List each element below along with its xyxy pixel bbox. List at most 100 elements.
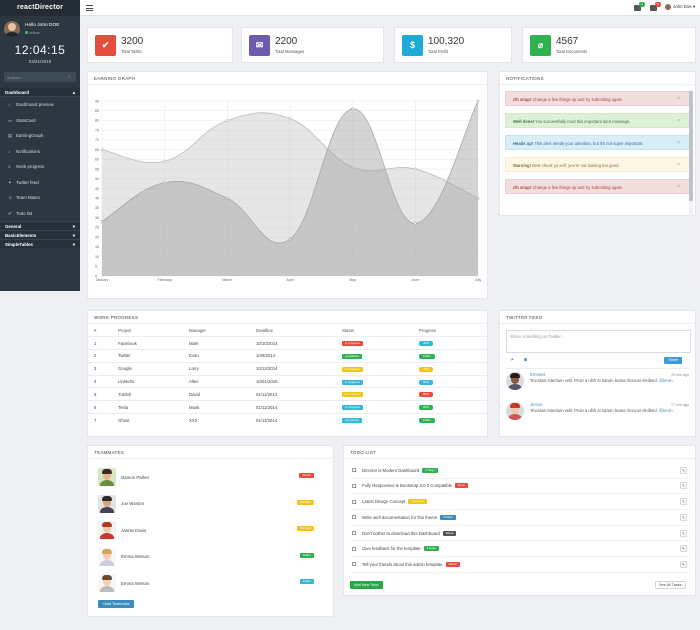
brand-logo[interactable]: reactDirector: [0, 0, 80, 16]
edit-icon[interactable]: ✎: [680, 560, 687, 568]
cell-project: Twitter: [112, 349, 183, 363]
search-input[interactable]: [7, 74, 68, 80]
camera-icon[interactable]: ◙: [524, 357, 528, 363]
col-header-id: #: [94, 327, 97, 333]
sidebar-item-dashboard-preview[interactable]: ⌂ Dashboard preview: [0, 97, 80, 113]
tweet-author[interactable]: Emmett: [530, 372, 545, 377]
sidebar-item-notifications[interactable]: ♪ Notifications: [0, 144, 80, 160]
progress-badge: 100%: [419, 353, 435, 359]
alert-text: You successfully read this important ale…: [534, 119, 631, 124]
bell-icon: ♪: [8, 148, 11, 154]
todo-text: Fully Responsive & Bootstrap 3.0.2 Compa…: [362, 483, 453, 489]
close-icon[interactable]: ×: [677, 184, 680, 190]
cell-id: 6: [88, 400, 112, 414]
avatar[interactable]: [506, 402, 524, 420]
avatar[interactable]: [98, 521, 116, 539]
avatar[interactable]: [98, 468, 116, 486]
tweet-mention[interactable]: @kevin: [658, 378, 673, 383]
todo-checkbox[interactable]: [352, 515, 356, 520]
scrollbar-thumb[interactable]: [689, 91, 693, 201]
y-tick-label: 55: [95, 167, 99, 171]
tweet-mention[interactable]: @kevin: [658, 408, 673, 413]
tweet-author[interactable]: Jennie: [530, 402, 543, 407]
avatar[interactable]: [98, 547, 116, 566]
todo-checkbox[interactable]: [352, 499, 356, 504]
alert-text: Best check yo self, you're not looking t…: [531, 163, 620, 168]
nav-section-dashboard[interactable]: Dashboard ▴: [0, 88, 80, 97]
close-icon[interactable]: ×: [677, 140, 680, 146]
nav-group-simpletables[interactable]: SimpleTables ▾: [0, 239, 80, 248]
panel-title: TEAMMATES: [88, 446, 333, 459]
cell-progress: 75%: [413, 361, 487, 376]
chevron-up-icon: ▴: [72, 90, 75, 95]
edit-icon[interactable]: ✎: [680, 513, 687, 521]
mail-icon[interactable]: 4: [634, 2, 645, 11]
close-icon[interactable]: ×: [677, 162, 680, 168]
nav-group-basicelements[interactable]: BasicElements ▾: [0, 230, 80, 239]
y-tick-label: 20: [95, 235, 99, 239]
sidebar-item-statscard[interactable]: ▭ StatsCard: [0, 113, 80, 129]
tweet-textarea[interactable]: Share something on Twitter...: [506, 330, 691, 353]
edit-icon[interactable]: ✎: [680, 466, 687, 474]
edit-icon[interactable]: ✎: [680, 545, 687, 553]
stat-card-profit: $ 100,320 Total Profit: [394, 27, 512, 63]
teammate-name[interactable]: Jannie Davis: [121, 527, 147, 533]
add-todo-button[interactable]: Add New Todo: [350, 581, 383, 589]
y-tick-label: 5: [95, 265, 97, 269]
close-icon[interactable]: ×: [677, 118, 680, 124]
edit-icon[interactable]: ✎: [680, 498, 687, 506]
todo-checkbox[interactable]: [352, 562, 356, 567]
series-area-0: [102, 112, 478, 276]
teammate-name[interactable]: Joe Waston: [121, 501, 145, 506]
edit-icon[interactable]: ✎: [680, 482, 687, 490]
search-icon[interactable]: ⌕: [68, 73, 71, 80]
envelope-icon: ✉: [249, 34, 270, 56]
todo-checkbox[interactable]: [352, 468, 356, 473]
edit-icon[interactable]: ✎: [680, 529, 687, 537]
cell-progress: 95%: [413, 400, 487, 414]
sidebar-item-work-progress[interactable]: ≡ Work progress: [0, 159, 80, 175]
see-all-tasks-button[interactable]: See All Tasks: [655, 581, 686, 589]
todo-checkbox[interactable]: [352, 546, 356, 551]
data-point: [288, 237, 292, 241]
table-row: 5 Tumblr David 01/11/2014 in progress 95%: [88, 387, 487, 401]
todo-checkbox[interactable]: [352, 531, 356, 536]
stat-card-messages: ✉ 2200 Total Messages: [241, 27, 384, 63]
avatar[interactable]: [506, 372, 524, 390]
sidebar-item-todo-list[interactable]: ✔ Todo list: [0, 206, 80, 222]
panel-title: EARNING GRAPH: [88, 72, 487, 85]
todo-tag: 2 Days: [423, 546, 439, 552]
sidebar-item-label: StatsCard: [16, 117, 36, 123]
sidebar-item-label: Todo list: [16, 210, 33, 216]
sidebar-item-earninggraph[interactable]: ▤ EarningGraph: [0, 128, 80, 144]
todo-checkbox[interactable]: [352, 483, 356, 488]
nav-group-general[interactable]: General ▾: [0, 221, 80, 230]
notification-icon[interactable]: 5: [650, 2, 661, 11]
teammate-name[interactable]: Emma Welson: [121, 554, 150, 559]
hamburger-icon[interactable]: [86, 5, 93, 11]
close-icon[interactable]: ×: [677, 96, 680, 102]
topbar: 4 5 John Doe ▾: [80, 0, 700, 16]
tweet-button[interactable]: Tweet: [664, 357, 683, 364]
twitter-icon: ✦: [8, 179, 12, 185]
stat-card-documents: ⌀ 4567 Total Documents: [522, 27, 696, 63]
divider: [506, 368, 691, 369]
sidebar-item-twitter-feed[interactable]: ✦ Twitter feed: [0, 175, 80, 191]
todo-item: Give feedback for the template 2 Days ✎: [352, 542, 689, 557]
teammate-name[interactable]: Damon Parker: [121, 474, 150, 480]
avatar[interactable]: [98, 494, 116, 513]
avatar[interactable]: [4, 21, 20, 37]
avatar[interactable]: [98, 574, 116, 592]
add-teammate-button[interactable]: +Add Teammate: [98, 600, 134, 608]
work-progress-panel: WORK PROGRESS # Project Manager Deadline…: [87, 310, 488, 437]
sidebar-item-team-mates[interactable]: ☺ Team Mates: [0, 190, 80, 206]
cell-deadline: 01/11/2014: [250, 400, 336, 414]
user-menu[interactable]: John Doe ▾: [665, 4, 695, 10]
series-area-1: [102, 101, 478, 276]
x-tick-label: July: [475, 278, 482, 282]
scrollbar[interactable]: [689, 91, 693, 286]
teammate-name[interactable]: Emma Welson: [121, 580, 150, 586]
todo-tag: 2 Days: [422, 467, 438, 473]
location-icon[interactable]: ✈: [510, 357, 515, 363]
stat-label: Total Profit: [428, 49, 448, 54]
